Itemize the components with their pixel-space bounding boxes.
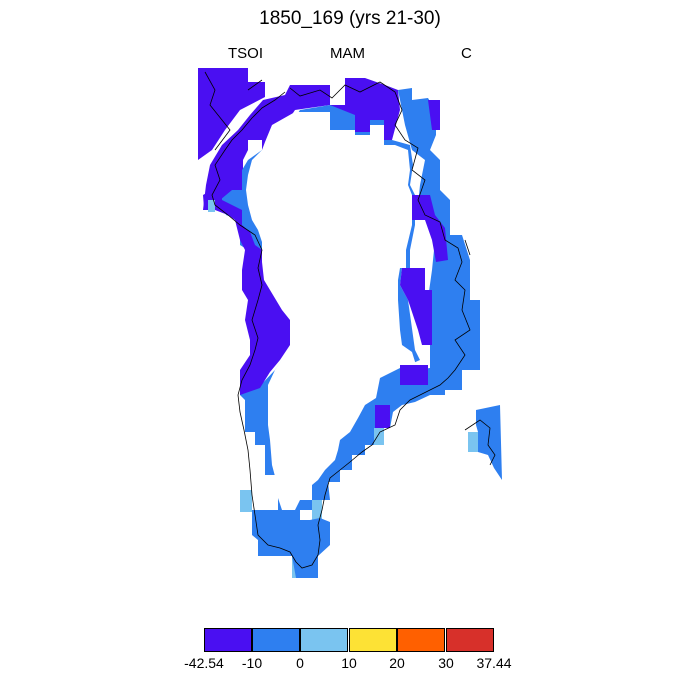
- map-cell-east-dark-3: [375, 405, 390, 428]
- variable-label: TSOI: [228, 45, 264, 62]
- map-cell-light-7: [468, 432, 478, 452]
- map-cell-west-dark: [203, 188, 290, 395]
- map-cell-east-dark-1: [400, 268, 432, 345]
- map-cell-light-2: [240, 490, 252, 512]
- map-cell-east-island: [476, 405, 502, 480]
- map-cell-light-1: [208, 200, 215, 212]
- map-cell-south-tip: [252, 510, 330, 578]
- colorbar-label-3: 0: [296, 655, 304, 671]
- colorbar-label-1: -42.54: [184, 655, 224, 671]
- colorbar-bin-6: [446, 628, 494, 652]
- colorbar-label-5: 20: [389, 655, 405, 671]
- units-label: C: [461, 45, 472, 62]
- colorbar-label-2: -10: [241, 655, 263, 671]
- map-cell-east-dark-4: [412, 195, 448, 262]
- map-cell-east-dark-5: [428, 100, 440, 130]
- colorbar-label-6: 30: [438, 655, 454, 671]
- map-title: 1850_169 (yrs 21-30): [259, 8, 441, 29]
- colorbar-label-7: 37.44: [476, 655, 512, 671]
- map-cell-light-5: [312, 500, 322, 520]
- map-cell-light-6: [374, 428, 384, 445]
- colorbar-bin-3: [300, 628, 348, 652]
- map-cell-east-dark-2: [400, 365, 428, 385]
- colorbar-bin-5: [397, 628, 445, 652]
- colorbar-label-4: 10: [341, 655, 357, 671]
- season-label: MAM: [330, 45, 365, 62]
- colorbar-bin-2: [252, 628, 300, 652]
- map-cell-interior: [246, 112, 416, 510]
- colorbar-bin-1: [204, 628, 252, 652]
- coastline: [204, 71, 496, 569]
- colorbar-bin-4: [349, 628, 397, 652]
- map-cell-north-band: [203, 78, 400, 210]
